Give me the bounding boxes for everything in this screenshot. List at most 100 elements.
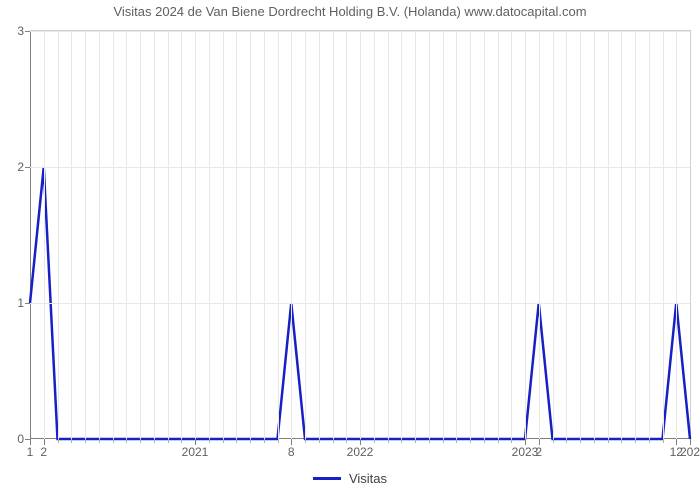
gridline-v [443,31,444,439]
x-minor-tick-mark [621,439,622,443]
plot-area: 0123122021820222023212202 [30,30,691,439]
x-minor-tick-mark [154,439,155,443]
gridline-v [360,31,361,439]
x-minor-tick-mark [594,439,595,443]
gridline-v [511,31,512,439]
x-tick-label: 202 [680,439,700,459]
y-tick-label: 1 [17,296,30,310]
gridline-v [580,31,581,439]
gridline-v [594,31,595,439]
gridline-v [140,31,141,439]
gridline-v [71,31,72,439]
gridline-v [525,31,526,439]
gridline-v [388,31,389,439]
x-minor-tick-mark [236,439,237,443]
gridline-v [415,31,416,439]
x-minor-tick-mark [223,439,224,443]
x-minor-tick-mark [401,439,402,443]
x-minor-tick-mark [470,439,471,443]
gridline-v [566,31,567,439]
x-minor-tick-mark [635,439,636,443]
x-minor-tick-mark [168,439,169,443]
gridline-v [236,31,237,439]
x-minor-tick-mark [99,439,100,443]
x-minor-tick-mark [278,439,279,443]
x-tick-label: 2 [535,439,542,459]
x-tick-label: 2021 [182,439,209,459]
gridline-v [456,31,457,439]
x-minor-tick-mark [429,439,430,443]
gridline-v [621,31,622,439]
x-minor-tick-mark [415,439,416,443]
x-minor-tick-mark [608,439,609,443]
gridline-v [58,31,59,439]
x-minor-tick-mark [58,439,59,443]
gridline-v [553,31,554,439]
gridline-v [264,31,265,439]
x-tick-label: 8 [288,439,295,459]
x-minor-tick-mark [305,439,306,443]
x-minor-tick-mark [388,439,389,443]
gridline-v [44,31,45,439]
gridline-v [278,31,279,439]
x-minor-tick-mark [566,439,567,443]
x-minor-tick-mark [250,439,251,443]
gridline-v [250,31,251,439]
gridline-v [663,31,664,439]
gridline-v [401,31,402,439]
gridline-v [181,31,182,439]
gridline-v [195,31,196,439]
x-minor-tick-mark [498,439,499,443]
x-minor-tick-mark [456,439,457,443]
gridline-v [223,31,224,439]
gridline-v [85,31,86,439]
gridline-v [649,31,650,439]
x-minor-tick-mark [71,439,72,443]
x-minor-tick-mark [209,439,210,443]
y-tick-label: 2 [17,160,30,174]
gridline-v [484,31,485,439]
chart-container: { "chart": { "type": "line", "title": "V… [0,0,700,500]
gridline-v [154,31,155,439]
x-tick-label: 2023 [512,439,539,459]
legend-swatch [313,477,341,480]
x-minor-tick-mark [85,439,86,443]
x-minor-tick-mark [649,439,650,443]
gridline-v [319,31,320,439]
x-minor-tick-mark [443,439,444,443]
x-minor-tick-mark [663,439,664,443]
x-minor-tick-mark [553,439,554,443]
gridline-v [346,31,347,439]
legend: Visitas [0,470,700,486]
gridline-v [209,31,210,439]
gridline-v [539,31,540,439]
chart-title: Visitas 2024 de Van Biene Dordrecht Hold… [0,4,700,19]
y-tick-label: 3 [17,24,30,38]
x-minor-tick-mark [140,439,141,443]
gridline-v [608,31,609,439]
x-tick-label: 2 [40,439,47,459]
gridline-v [126,31,127,439]
x-minor-tick-mark [126,439,127,443]
legend-label: Visitas [349,471,387,486]
gridline-v [113,31,114,439]
gridline-v [374,31,375,439]
x-minor-tick-mark [333,439,334,443]
gridline-v [305,31,306,439]
gridline-v [333,31,334,439]
x-minor-tick-mark [484,439,485,443]
x-minor-tick-mark [113,439,114,443]
gridline-v [676,31,677,439]
x-minor-tick-mark [374,439,375,443]
x-minor-tick-mark [319,439,320,443]
gridline-v [470,31,471,439]
gridline-v [168,31,169,439]
x-tick-label: 1 [27,439,34,459]
gridline-v [99,31,100,439]
gridline-v [635,31,636,439]
x-minor-tick-mark [580,439,581,443]
gridline-v [498,31,499,439]
gridline-v [291,31,292,439]
x-minor-tick-mark [264,439,265,443]
x-tick-label: 2022 [347,439,374,459]
